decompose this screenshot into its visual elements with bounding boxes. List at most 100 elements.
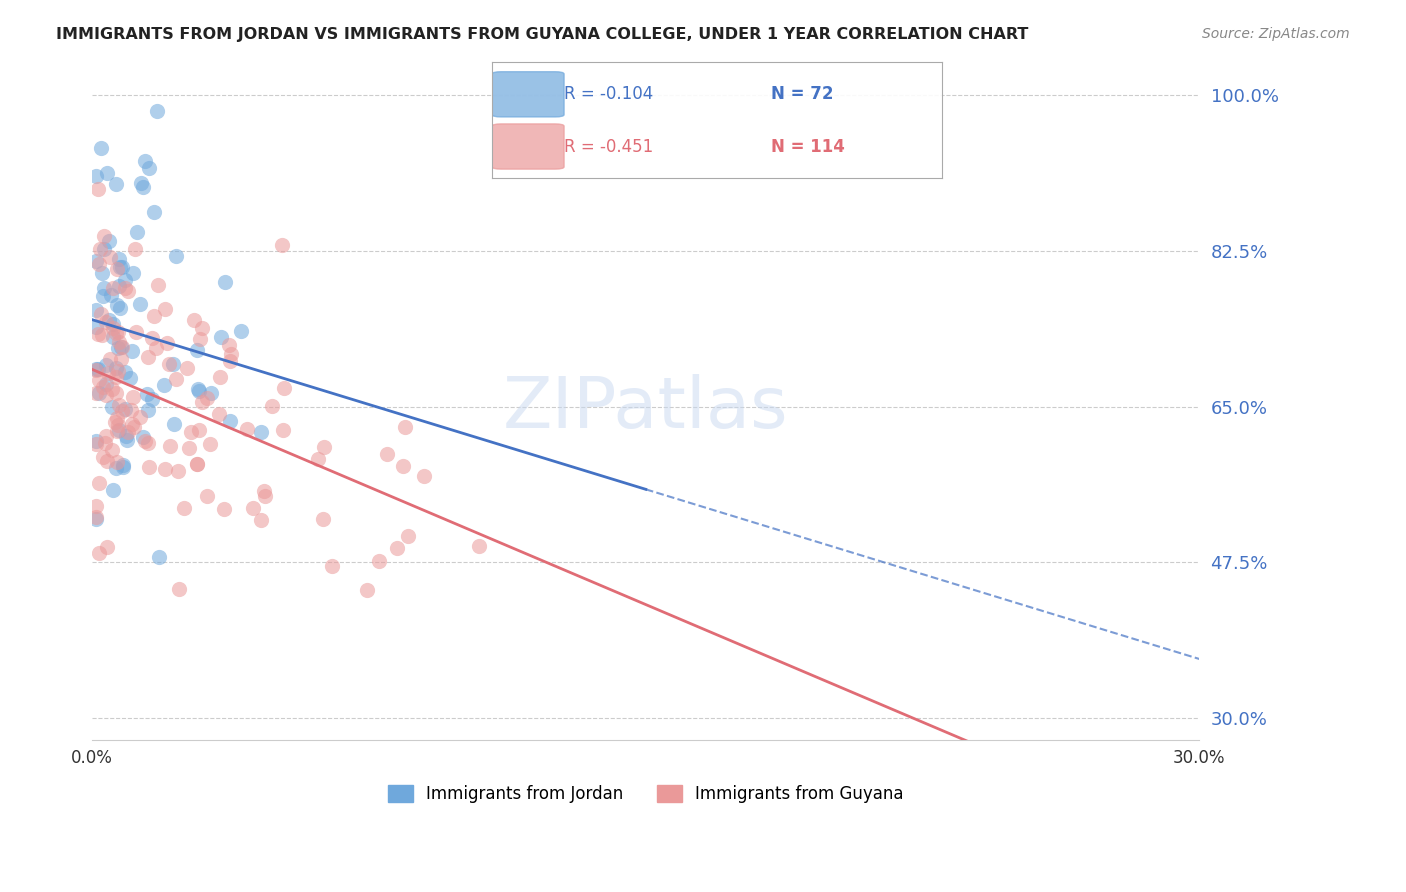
Immigrants from Guyana [84,385,107,400]
Immigrants from Guyana [122,420,145,434]
Immigrants from Guyana [166,464,188,478]
Immigrants from Guyana [84,499,107,513]
Immigrants from Jordan [96,166,118,180]
Immigrants from Guyana [141,331,163,345]
Immigrants from Jordan [153,378,176,392]
Immigrants from Guyana [155,462,177,476]
Immigrants from Guyana [114,280,136,294]
Immigrants from Jordan [93,242,115,256]
Immigrants from Jordan [111,260,134,274]
Immigrants from Jordan [107,341,129,355]
Immigrants from Jordan [91,289,114,303]
Immigrants from Guyana [143,309,166,323]
Immigrants from Guyana [101,321,124,335]
Immigrants from Guyana [120,403,142,417]
Immigrants from Guyana [122,391,145,405]
Immigrants from Jordan [103,317,125,331]
Immigrants from Guyana [96,454,118,468]
Immigrants from Guyana [90,328,112,343]
Immigrants from Guyana [101,281,124,295]
Immigrants from Guyana [87,475,110,490]
Text: Source: ZipAtlas.com: Source: ZipAtlas.com [1202,27,1350,41]
Immigrants from Jordan [84,434,107,449]
Immigrants from Guyana [157,357,180,371]
Immigrants from Guyana [124,243,146,257]
Immigrants from Guyana [212,502,235,516]
Immigrants from Guyana [250,513,273,527]
Immigrants from Guyana [136,436,159,450]
Immigrants from Jordan [209,330,232,344]
Immigrants from Jordan [91,266,114,280]
Immigrants from Jordan [86,320,108,334]
Immigrants from Guyana [413,468,436,483]
Immigrants from Jordan [101,330,124,344]
Immigrants from Guyana [188,423,211,437]
Immigrants from Jordan [84,302,107,317]
Immigrants from Jordan [96,376,118,391]
Immigrants from Jordan [250,425,273,440]
Immigrants from Guyana [218,338,240,352]
Immigrants from Jordan [219,414,242,428]
Immigrants from Guyana [183,313,205,327]
Immigrants from Jordan [97,234,120,248]
Immigrants from Jordan [135,387,157,401]
Immigrants from Guyana [105,261,128,276]
Immigrants from Guyana [165,372,187,386]
Immigrants from Guyana [89,545,111,559]
Immigrants from Guyana [93,229,115,244]
Immigrants from Guyana [260,400,283,414]
Immigrants from Guyana [96,367,118,381]
Immigrants from Guyana [153,301,176,316]
Immigrants from Jordan [129,176,152,190]
Immigrants from Jordan [110,301,132,315]
Immigrants from Guyana [84,436,107,450]
Immigrants from Guyana [186,457,208,471]
Immigrants from Guyana [307,451,329,466]
FancyBboxPatch shape [492,124,564,169]
Immigrants from Guyana [146,277,169,292]
Immigrants from Guyana [191,321,214,335]
Immigrants from Guyana [180,425,202,439]
Immigrants from Guyana [101,442,124,457]
Immigrants from Jordan [108,260,131,274]
Immigrants from Guyana [195,489,218,503]
Immigrants from Jordan [84,254,107,268]
Immigrants from Jordan [115,428,138,442]
Immigrants from Jordan [114,365,136,379]
Immigrants from Guyana [145,342,167,356]
Legend: Immigrants from Jordan, Immigrants from Guyana: Immigrants from Jordan, Immigrants from … [380,777,912,812]
Immigrants from Jordan [114,402,136,417]
Immigrants from Jordan [141,392,163,407]
Immigrants from Guyana [186,458,208,472]
Immigrants from Guyana [87,327,110,342]
Immigrants from Guyana [90,307,112,321]
Immigrants from Jordan [200,386,222,401]
Immigrants from Jordan [165,249,187,263]
Immigrants from Guyana [107,325,129,339]
Immigrants from Guyana [208,407,231,421]
Immigrants from Jordan [187,382,209,396]
Immigrants from Jordan [87,361,110,376]
Immigrants from Jordan [84,512,107,526]
Immigrants from Jordan [104,178,127,192]
Immigrants from Jordan [163,417,186,432]
Immigrants from Guyana [396,529,419,543]
Immigrants from Guyana [195,391,218,405]
Immigrants from Guyana [94,315,117,329]
Immigrants from Guyana [271,423,294,437]
Immigrants from Jordan [87,386,110,401]
Immigrants from Jordan [105,360,128,375]
Immigrants from Guyana [321,559,343,574]
Immigrants from Guyana [394,420,416,434]
Text: N = 72: N = 72 [770,85,834,103]
Immigrants from Jordan [148,549,170,564]
Immigrants from Jordan [97,313,120,327]
Immigrants from Guyana [159,439,181,453]
Immigrants from Jordan [111,458,134,473]
Text: IMMIGRANTS FROM JORDAN VS IMMIGRANTS FROM GUYANA COLLEGE, UNDER 1 YEAR CORRELATI: IMMIGRANTS FROM JORDAN VS IMMIGRANTS FRO… [56,27,1029,42]
Immigrants from Jordan [128,297,150,311]
Immigrants from Guyana [121,417,143,431]
Immigrants from Guyana [156,335,179,350]
Immigrants from Guyana [167,582,190,596]
Immigrants from Guyana [191,395,214,409]
